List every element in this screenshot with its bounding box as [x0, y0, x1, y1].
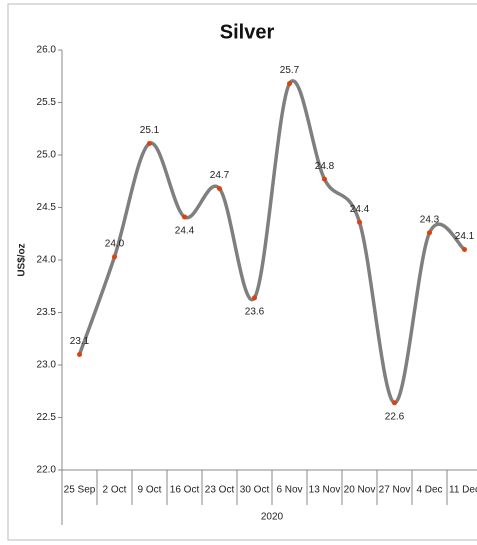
data-label: 24.1: [455, 231, 475, 242]
point: [77, 352, 82, 357]
y-tick-label: 22.5: [37, 412, 57, 423]
data-label: 23.6: [245, 306, 265, 317]
x-tick-label: 13 Nov: [309, 485, 341, 496]
y-tick-label: 24.5: [37, 202, 57, 213]
data-label: 24.4: [175, 226, 195, 237]
x-tick-label: 23 Oct: [205, 485, 235, 496]
x-tick-label: 6 Nov: [276, 485, 302, 496]
y-tick-label: 23.0: [37, 360, 57, 371]
x-tick-label: 25 Sep: [64, 485, 96, 496]
data-label: 24.4: [350, 204, 370, 215]
line: [77, 79, 466, 405]
y-tick-label: 22.0: [37, 465, 57, 476]
point: [322, 176, 327, 182]
y-tick-label: 23.5: [37, 307, 57, 318]
data-label: 24.7: [210, 170, 230, 181]
x-tick-label: 11 Dec: [449, 485, 477, 496]
data-label: 24.8: [315, 161, 335, 172]
x-tick-label: 9 Oct: [138, 485, 162, 496]
point: [462, 247, 467, 252]
point: [252, 295, 257, 301]
y-tick-label: 26.0: [37, 45, 57, 56]
point: [392, 400, 397, 406]
point: [357, 219, 362, 225]
data-label: 24.0: [105, 238, 125, 249]
point: [182, 214, 187, 220]
chart-frame: [7, 3, 477, 541]
x-tick-label: 2 Oct: [103, 485, 127, 496]
chart-title: Silver: [220, 21, 275, 43]
data-label: 24.3: [420, 214, 440, 225]
data-label: 25.1: [140, 125, 160, 136]
y-axis-title: US$/oz: [17, 243, 28, 276]
y-tick-label: 25.0: [37, 150, 57, 161]
data-label: 25.7: [280, 65, 300, 76]
data-label: 23.1: [70, 336, 90, 347]
point: [287, 81, 292, 87]
x-tick-label: 20 Nov: [344, 485, 376, 496]
x-tick-label: 30 Oct: [240, 485, 270, 496]
x-tick-label: 27 Nov: [379, 485, 411, 496]
point: [217, 186, 222, 192]
x-tick-label: 16 Oct: [170, 485, 200, 496]
point: [427, 230, 432, 236]
y-tick-label: 24.0: [37, 255, 57, 266]
x-tick-label: 4 Dec: [416, 485, 442, 496]
x-axis-title: 2020: [261, 512, 284, 523]
point: [147, 140, 152, 146]
point: [112, 254, 117, 260]
y-tick-label: 25.5: [37, 97, 57, 108]
data-label: 22.6: [385, 411, 405, 422]
